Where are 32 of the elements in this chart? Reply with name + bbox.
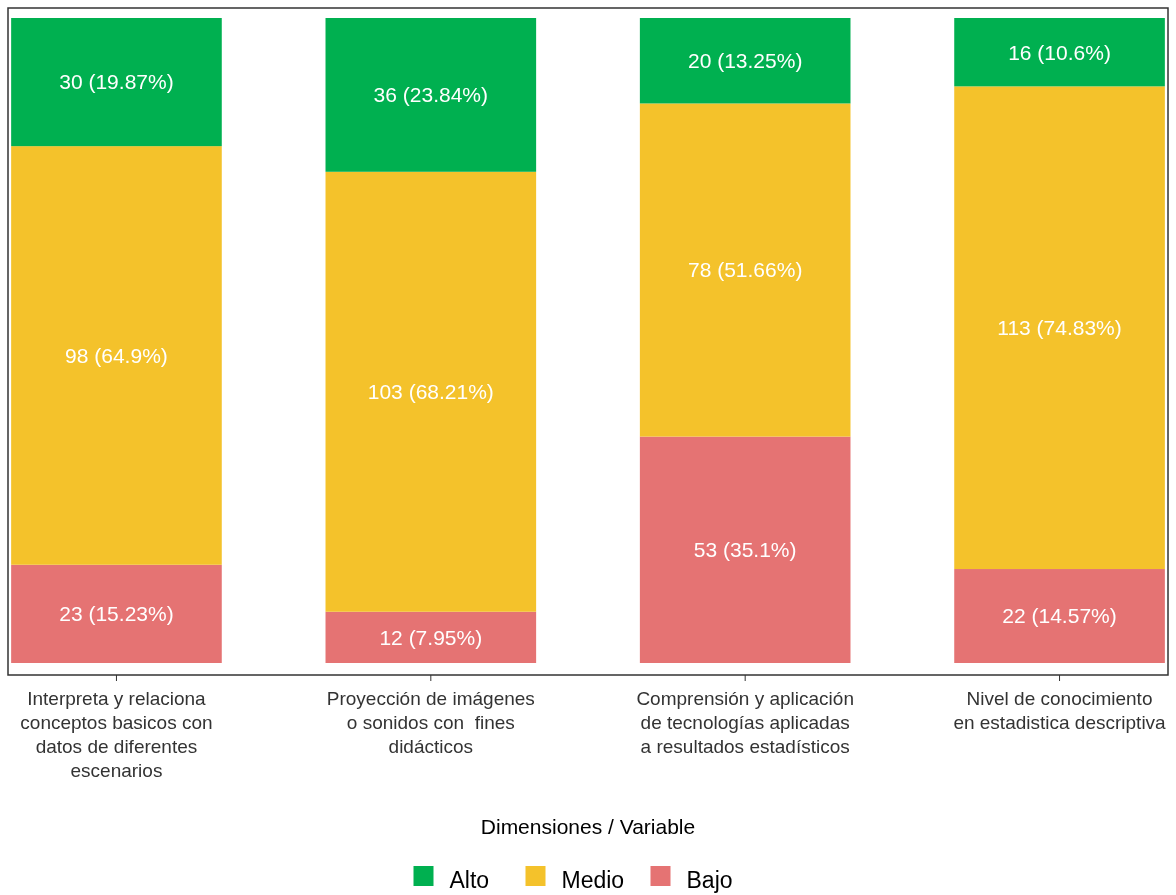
legend-label: Bajo (686, 867, 733, 893)
x-tick-label: Proyección de imágenes o sonidos con fines didácticos (326, 688, 535, 757)
bar (639, 103, 851, 437)
data-label: 103 (68.21%) (367, 380, 494, 404)
data-label: 12 (7.95%) (379, 625, 483, 649)
bar (11, 146, 222, 565)
x-tick-label: Comprensión y aplicación de tecnologías aplicadas a resultados estadísticos (636, 688, 854, 757)
bar (639, 436, 851, 663)
bar (11, 564, 222, 663)
data-label: 36 (23.84%) (373, 83, 489, 107)
data-label: 113 (74.83%) (997, 316, 1122, 340)
legend-label: Medio (561, 867, 625, 893)
legend-label: Alto (449, 867, 490, 893)
data-label: 53 (35.1%) (693, 538, 797, 562)
bar (954, 569, 1165, 663)
data-label: 16 (10.6%) (1008, 40, 1111, 64)
bar (954, 86, 1165, 570)
x-axis-title: Dimensiones / Variable (480, 815, 696, 838)
data-label: 78 (51.66%) (687, 258, 803, 282)
data-label: 23 (15.23%) (59, 602, 174, 626)
data-label: 22 (14.57%) (1002, 604, 1117, 628)
x-tick-label: Interpreta y relaciona conceptos basicos con datos de diferentes escenarios (20, 688, 213, 781)
bar (325, 18, 537, 172)
data-label: 30 (19.87%) (59, 70, 174, 94)
bar (954, 18, 1165, 87)
data-label: 20 (13.25%) (687, 49, 803, 73)
x-tick-label: Nivel de conocimiento en estadistica descriptiva (953, 688, 1167, 733)
bar (325, 611, 537, 663)
bar (639, 18, 851, 104)
bar (325, 171, 537, 612)
data-label: 98 (64.9%) (65, 343, 168, 367)
bar (11, 18, 222, 147)
